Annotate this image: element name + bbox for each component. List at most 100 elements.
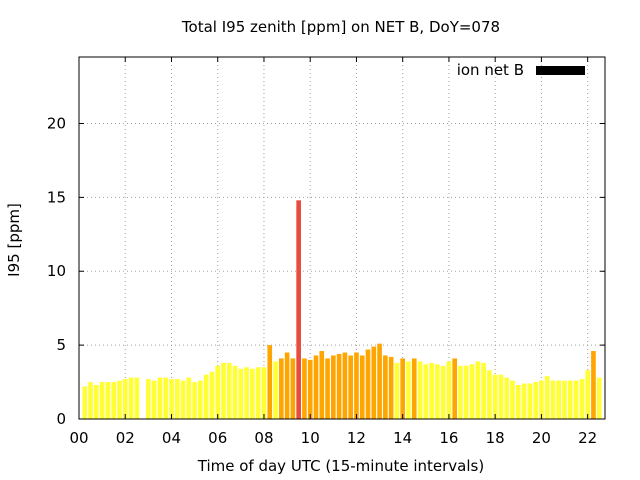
bar — [157, 377, 163, 419]
y-tick-label: 15 — [47, 188, 66, 206]
bar — [273, 361, 278, 419]
bar — [163, 377, 169, 419]
x-tick-label: 12 — [347, 429, 366, 447]
bar — [411, 358, 417, 419]
bar — [122, 379, 128, 419]
bar — [203, 374, 209, 419]
bar — [105, 382, 111, 419]
bar — [481, 362, 486, 419]
bar — [290, 358, 296, 419]
legend: ion net B — [457, 61, 585, 79]
bar — [406, 361, 411, 419]
bar — [394, 362, 400, 419]
bar — [284, 352, 290, 419]
bar — [388, 356, 394, 419]
bar — [568, 380, 573, 419]
bar — [261, 367, 267, 419]
bar — [313, 355, 319, 419]
bar — [238, 368, 244, 419]
bar — [562, 380, 567, 419]
axis-ticks: 00 02 04 06 08 10 12 14 16 18 20 22 0 5 10 15 20 — [47, 57, 605, 447]
bar — [475, 361, 481, 419]
bar — [423, 364, 429, 419]
bar — [94, 385, 99, 419]
bar — [232, 365, 238, 419]
bar — [383, 355, 388, 419]
bar — [452, 358, 458, 419]
bar — [573, 380, 579, 419]
bar — [325, 358, 330, 419]
x-tick-label: 04 — [162, 429, 181, 447]
y-tick-label: 20 — [47, 114, 66, 132]
bar — [429, 362, 434, 419]
bars — [82, 200, 602, 419]
bar — [521, 383, 527, 419]
bar — [440, 365, 446, 419]
bar — [354, 352, 359, 419]
bar — [336, 353, 342, 419]
bar — [307, 359, 313, 419]
bar — [550, 380, 556, 419]
bar — [585, 370, 590, 419]
bar — [539, 380, 544, 419]
grid-lines — [79, 57, 605, 419]
bar — [458, 365, 463, 419]
bar — [250, 368, 255, 419]
bar — [128, 377, 134, 419]
bar — [487, 370, 492, 419]
y-axis-label: I95 [ppm] — [5, 203, 23, 277]
x-axis-label: Time of day UTC (15-minute intervals) — [197, 457, 484, 475]
bar — [544, 376, 550, 419]
bar — [342, 352, 348, 419]
x-tick-label: 02 — [116, 429, 135, 447]
bar — [498, 374, 504, 419]
bar — [278, 358, 284, 419]
bar — [99, 382, 105, 419]
bar — [169, 379, 174, 419]
bar — [180, 380, 186, 419]
bar — [82, 386, 88, 419]
bar — [359, 355, 365, 419]
bar — [533, 382, 538, 419]
bar — [492, 374, 498, 419]
bar — [198, 380, 203, 419]
bar — [591, 351, 596, 419]
bar — [151, 380, 157, 419]
bar — [255, 367, 261, 419]
bar — [186, 377, 192, 419]
bar — [596, 377, 602, 419]
bar — [400, 358, 406, 419]
bar — [244, 367, 249, 419]
bar — [215, 365, 221, 419]
x-tick-label: 10 — [301, 429, 320, 447]
bar — [88, 382, 93, 419]
x-tick-label: 00 — [69, 429, 88, 447]
bar — [469, 364, 475, 419]
bar — [267, 345, 273, 419]
x-tick-label: 06 — [208, 429, 227, 447]
x-tick-label: 18 — [486, 429, 505, 447]
bar — [296, 200, 301, 419]
x-tick-label: 16 — [439, 429, 458, 447]
bar — [510, 380, 515, 419]
legend-swatch — [536, 66, 585, 75]
bar — [556, 380, 562, 419]
bar — [117, 380, 122, 419]
bar — [226, 362, 232, 419]
legend-label: ion net B — [457, 61, 524, 79]
chart-title: Total I95 zenith [ppm] on NET B, DoY=078 — [181, 18, 500, 36]
x-tick-label: 14 — [393, 429, 412, 447]
y-tick-label: 10 — [47, 262, 66, 280]
bar — [319, 351, 325, 419]
x-tick-label: 22 — [578, 429, 597, 447]
bar — [331, 355, 336, 419]
bar — [527, 383, 533, 419]
y-tick-label: 5 — [56, 336, 66, 354]
bar — [463, 365, 469, 419]
bar — [504, 377, 510, 419]
y-tick-label: 0 — [56, 410, 66, 428]
bar — [435, 364, 440, 419]
bar — [192, 382, 197, 419]
bar — [579, 379, 585, 419]
